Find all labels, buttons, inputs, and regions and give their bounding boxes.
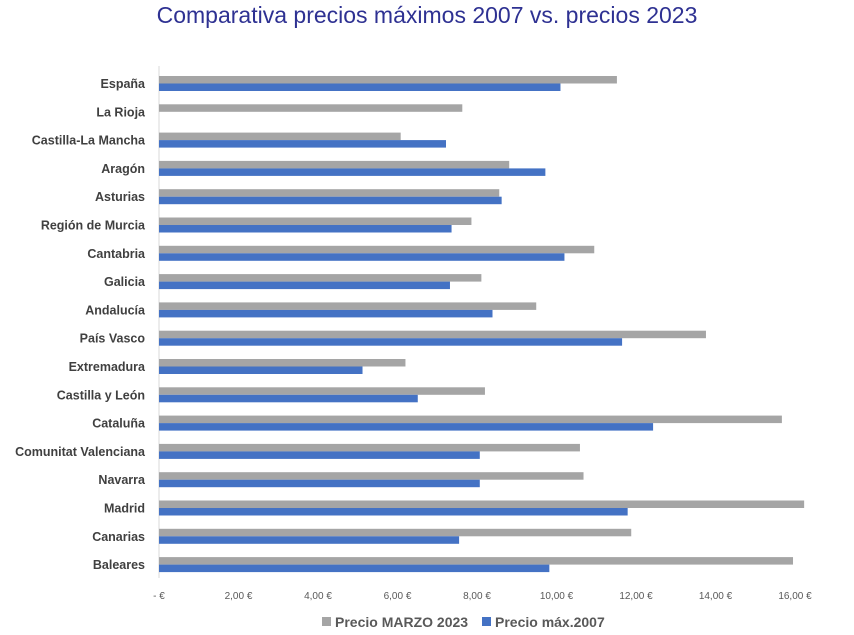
category-label: Andalucía	[85, 303, 146, 317]
bar-2023	[159, 500, 805, 508]
bar-2007	[159, 225, 452, 233]
bar-2023	[159, 189, 500, 197]
bar-2023	[159, 76, 617, 84]
category-label: Galicia	[104, 275, 146, 289]
category-label: Región de Murcia	[41, 219, 146, 233]
category-label: Castilla y León	[57, 388, 145, 402]
category-label: Cantabria	[87, 247, 146, 261]
bar-2007	[159, 281, 450, 290]
category-label: Navarra	[98, 473, 146, 487]
bar-2007	[159, 309, 493, 318]
bar-2007	[159, 366, 363, 374]
bar-2023	[159, 217, 472, 225]
bar-2007	[159, 536, 460, 544]
x-tick-label: 2,00 €	[225, 591, 253, 602]
category-label: España	[101, 77, 147, 91]
legend-label: Precio MARZO 2023	[335, 614, 468, 630]
bar-2023	[159, 104, 463, 112]
chart-title: Comparativa precios máximos 2007 vs. pre…	[156, 2, 698, 28]
x-tick-label: 16,00 €	[778, 591, 812, 602]
bar-2007	[159, 451, 480, 459]
x-tick-label: - €	[153, 591, 165, 602]
category-label: Aragón	[101, 162, 145, 176]
x-tick-label: 4,00 €	[304, 591, 332, 602]
category-label: La Rioja	[96, 105, 146, 119]
bar-2023	[159, 359, 406, 367]
bar-2007	[159, 168, 546, 176]
bar-2007	[159, 83, 561, 91]
bar-2007	[159, 479, 480, 488]
x-tick-label: 12,00 €	[619, 591, 653, 602]
category-label: Extremadura	[69, 360, 146, 374]
bar-2023	[159, 387, 485, 395]
category-label: País Vasco	[80, 332, 146, 346]
bar-2007	[159, 394, 418, 403]
x-tick-label: 10,00 €	[540, 591, 574, 602]
category-label: Canarias	[92, 530, 145, 544]
category-label: Baleares	[93, 558, 145, 572]
bar-2023	[159, 528, 632, 537]
bar-2023	[159, 330, 706, 339]
bar-2007	[159, 338, 623, 346]
bar-2023	[159, 274, 482, 282]
legend-label: Precio máx.2007	[495, 614, 605, 630]
bar-2023	[159, 557, 794, 565]
bar-2023	[159, 443, 580, 452]
bar-2023	[159, 132, 401, 141]
category-label: Cataluña	[92, 417, 146, 431]
category-label: Asturias	[95, 190, 145, 204]
category-label: Castilla-La Mancha	[32, 134, 146, 148]
bar-2023	[159, 472, 584, 480]
category-label: Madrid	[104, 502, 145, 516]
legend-swatch	[322, 617, 331, 626]
bar-2007	[159, 253, 565, 261]
bar-2007	[159, 564, 550, 573]
category-label: Comunitat Valenciana	[15, 445, 146, 459]
bar-2007	[159, 423, 654, 431]
bar-2023	[159, 302, 537, 310]
bar-2007	[159, 140, 446, 148]
bar-2007	[159, 196, 502, 205]
x-tick-label: 6,00 €	[384, 591, 412, 602]
bar-2023	[159, 245, 595, 254]
bar-2023	[159, 160, 510, 169]
bar-2007	[159, 508, 628, 516]
x-tick-label: 14,00 €	[699, 591, 733, 602]
bar-2023	[159, 415, 782, 424]
x-tick-label: 8,00 €	[463, 591, 491, 602]
legend-swatch	[482, 617, 491, 626]
